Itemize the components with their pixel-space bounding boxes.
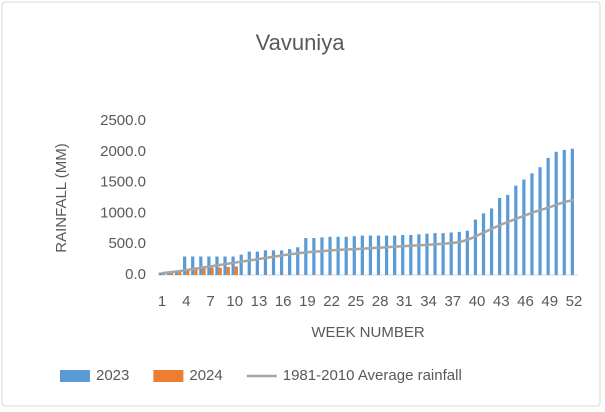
bar: [449, 232, 453, 275]
bar: [223, 256, 227, 275]
bar: [514, 185, 518, 275]
bar: [178, 271, 182, 275]
x-tick-label: 34: [420, 293, 437, 310]
x-tick-label: 1: [158, 293, 166, 310]
chart-border: [1, 1, 601, 407]
bar: [384, 235, 389, 275]
bar: [162, 273, 166, 275]
bar: [498, 198, 502, 275]
bar: [320, 237, 324, 275]
bar: [231, 256, 235, 275]
x-tick-label: 31: [396, 293, 413, 310]
bar: [417, 234, 421, 275]
bar: [570, 148, 574, 275]
bar: [368, 235, 373, 275]
x-tick-label: 37: [444, 293, 461, 310]
y-axis-label: RAINFALL (MM): [53, 143, 70, 252]
bar: [489, 208, 494, 275]
bar: [296, 247, 300, 275]
bar: [481, 213, 486, 275]
x-tick-label: 22: [323, 293, 340, 310]
bar: [174, 271, 179, 275]
bar: [271, 250, 276, 275]
bar: [247, 251, 251, 275]
bar: [506, 194, 510, 275]
bar: [263, 250, 268, 275]
chart-title: Vavuniya: [256, 30, 346, 55]
bar: [328, 236, 332, 275]
x-tick-label: 10: [226, 293, 243, 310]
x-tick-label: 49: [541, 293, 558, 310]
bar: [218, 267, 222, 275]
bar: [393, 235, 397, 275]
legend-swatch: [153, 370, 184, 382]
legend-label: 2023: [96, 367, 129, 384]
bar: [546, 157, 550, 275]
bar: [409, 234, 413, 275]
bar: [522, 179, 526, 275]
bar: [239, 254, 243, 275]
bar: [186, 270, 190, 275]
bar: [538, 167, 542, 275]
bar: [352, 236, 356, 275]
y-tick-label: 2500.0: [100, 112, 146, 129]
bar: [158, 272, 163, 275]
bar: [202, 268, 206, 275]
x-tick-label: 19: [299, 293, 316, 310]
bar: [304, 238, 308, 275]
bar: [433, 233, 437, 275]
x-tick-label: 7: [206, 293, 214, 310]
bar: [401, 234, 405, 275]
x-tick-label: 16: [275, 293, 292, 310]
line: [161, 198, 575, 275]
bar: [360, 235, 364, 275]
bar: [288, 249, 292, 275]
x-tick-label: 13: [251, 293, 268, 310]
bar: [562, 149, 566, 275]
bar: [183, 256, 187, 275]
bar: [279, 250, 284, 275]
x-tick-label: 46: [517, 293, 534, 310]
bar: [465, 230, 469, 275]
bar: [234, 266, 238, 275]
bar: [344, 236, 348, 275]
x-tick-label: 52: [566, 293, 583, 310]
legend-swatch: [60, 370, 90, 382]
legend-label: 1981-2010 Average rainfall: [283, 367, 462, 384]
bar: [457, 231, 461, 275]
bar: [473, 219, 478, 275]
bar: [312, 238, 316, 275]
bar: [191, 256, 195, 275]
bar: [530, 173, 534, 275]
x-tick-label: 40: [469, 293, 486, 310]
y-tick-label: 1500.0: [100, 174, 146, 191]
bar: [255, 251, 259, 275]
bar: [226, 266, 230, 275]
y-tick-label: 2000.0: [100, 143, 146, 160]
bar: [336, 236, 340, 275]
bar: [210, 267, 214, 275]
bar: [194, 268, 198, 275]
x-tick-label: 43: [493, 293, 510, 310]
legend-label: 2024: [189, 367, 222, 384]
x-tick-label: 25: [348, 293, 365, 310]
y-tick-label: 0.0: [125, 266, 146, 283]
bar: [199, 256, 203, 275]
bar: [441, 233, 445, 275]
y-tick-label: 500.0: [108, 235, 146, 252]
x-tick-label: 28: [372, 293, 389, 310]
bar: [376, 235, 381, 275]
x-axis-label: WEEK NUMBER: [311, 324, 425, 341]
x-tick-label: 4: [182, 293, 190, 310]
y-tick-label: 1000.0: [100, 204, 146, 221]
bar: [425, 233, 429, 275]
bar: [554, 151, 558, 275]
bar: [170, 272, 174, 275]
